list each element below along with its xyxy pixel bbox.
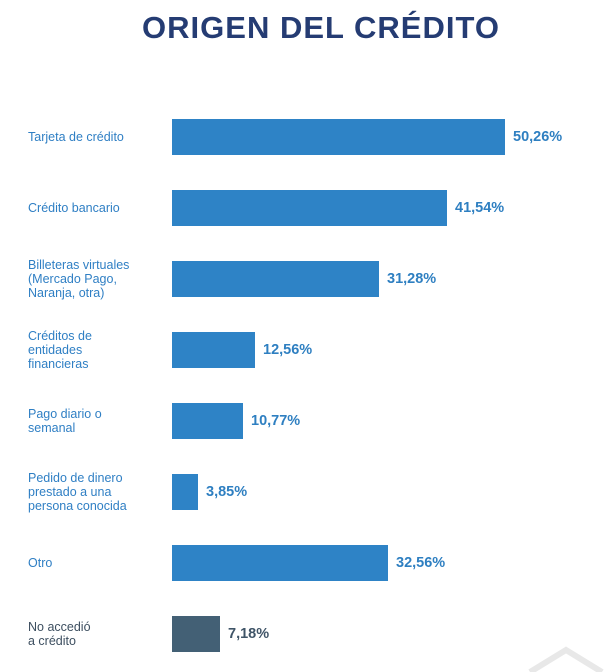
value-label: 32,56% [396, 555, 446, 571]
value-label: 31,28% [387, 271, 437, 287]
value-label: 10,77% [251, 413, 301, 429]
bar [172, 616, 220, 652]
category-label: Crédito bancario [28, 201, 120, 215]
category-label: Otro [28, 556, 53, 570]
category-label: Pedido de dinero prestado a una persona … [28, 471, 127, 513]
value-label: 50,26% [513, 129, 563, 145]
value-label: 7,18% [228, 626, 270, 642]
bar [172, 332, 255, 368]
value-label: 41,54% [455, 200, 505, 216]
bar [172, 545, 388, 581]
value-label: 3,85% [206, 484, 248, 500]
bar [172, 403, 243, 439]
chart-title: ORIGEN DEL CRÉDITO [142, 10, 500, 45]
bar [172, 190, 447, 226]
category-label: Pago diario o semanal [28, 407, 102, 435]
category-label: Tarjeta de crédito [28, 130, 124, 144]
category-label: No accedió a crédito [28, 620, 91, 648]
chevron-decoration-icon [528, 646, 604, 672]
category-label: Créditos de entidades financieras [28, 329, 92, 371]
value-label: 12,56% [263, 342, 313, 358]
bar [172, 261, 379, 297]
bar [172, 474, 198, 510]
bar [172, 119, 505, 155]
category-label: Billeteras virtuales (Mercado Pago, Nara… [28, 258, 130, 300]
